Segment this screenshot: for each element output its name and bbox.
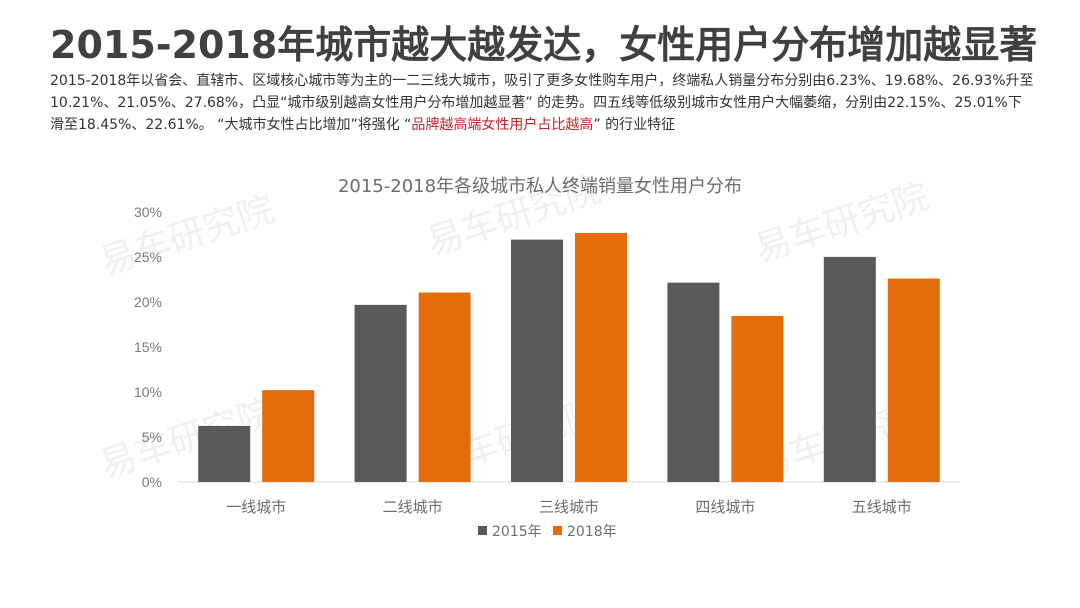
bar-2018 [418,292,471,482]
bar-2018 [731,315,784,482]
legend-label: 2018年 [567,524,617,540]
x-tick-label: 三线城市 [539,498,599,516]
description-text-1: 2015-2018年以省会、直辖市、区域核心城市等为主的一二三线大城市，吸引了更… [50,73,1034,133]
y-tick-label: 25% [134,249,162,265]
description-text-2: ” 的行业特征 [593,117,676,133]
y-tick-label: 30% [134,204,162,220]
bar-2018 [262,390,315,482]
legend-swatch [553,526,562,535]
bar-2018 [575,232,627,482]
description-highlight: 品牌越高端女性用户占比越高 [411,117,594,133]
bar-2018 [887,278,940,482]
x-tick-label: 五线城市 [852,498,912,516]
bar-2015 [511,239,563,482]
page-description: 2015-2018年以省会、直辖市、区域核心城市等为主的一二三线大城市，吸引了更… [50,70,1035,136]
bar-2015 [198,425,251,482]
bar-2015 [823,256,876,482]
watermark-logo: 易车研究院 [95,189,279,284]
x-tick-label: 一线城市 [226,498,286,516]
y-tick-label: 20% [134,294,162,310]
bar-2015 [667,282,720,482]
y-tick-label: 5% [142,429,162,445]
legend-swatch [478,526,487,535]
x-tick-label: 二线城市 [383,498,443,516]
y-tick-label: 0% [142,474,162,490]
y-tick-label: 10% [134,384,162,400]
y-tick-label: 15% [134,339,162,355]
chart-title: 2015-2018年各级城市私人终端销量女性用户分布 [337,176,743,197]
legend-label: 2015年 [492,524,542,540]
page-title: 2015-2018年城市越大越发达，女性用户分布增加越显著 [50,23,1038,67]
x-tick-label: 四线城市 [695,498,755,516]
watermark-logo: 易车研究院 [95,392,279,487]
watermark-logo: 易车研究院 [750,176,934,271]
bar-2015 [354,304,407,482]
